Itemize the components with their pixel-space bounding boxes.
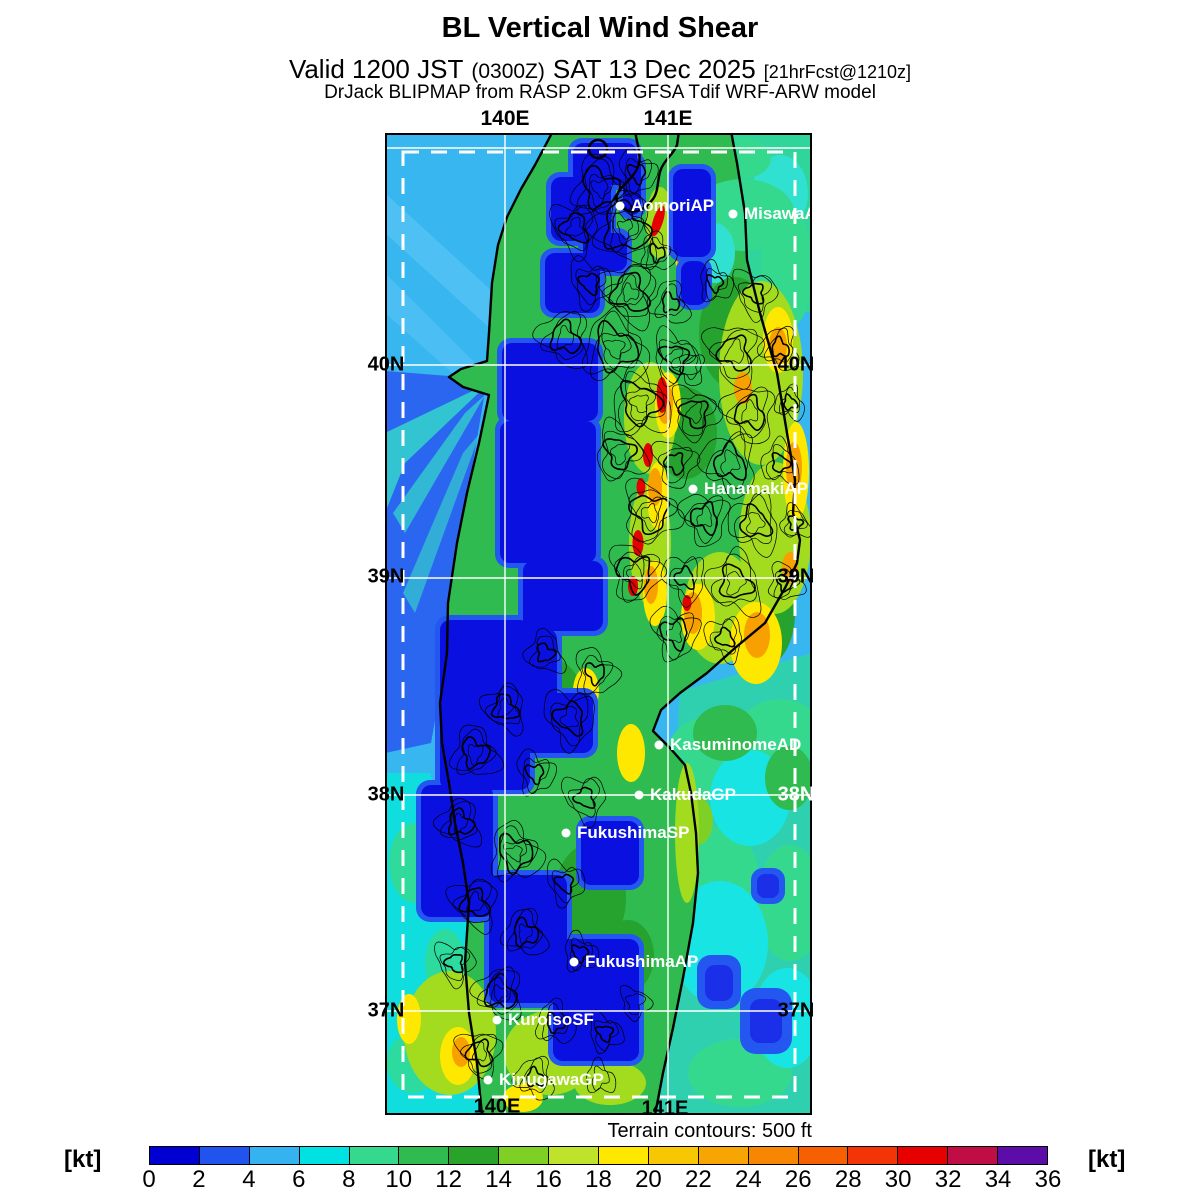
lat-label-left: 37N: [367, 999, 405, 1022]
mountain-low-shear-layer: [416, 138, 716, 1066]
station-label: MisawaAD: [744, 204, 810, 223]
colorbar-segment: [848, 1147, 899, 1164]
station-label: FukushimaAP: [585, 952, 699, 971]
colorbar-segment: [748, 1147, 799, 1164]
station-dot: [654, 740, 664, 750]
station-dot: [569, 957, 579, 967]
station-dot: [561, 828, 571, 838]
station-dot: [688, 484, 698, 494]
colorbar-tick: 8: [342, 1166, 356, 1193]
colorbar-segment: [399, 1147, 450, 1164]
colorbar-unit-left: [kt]: [64, 1146, 102, 1173]
colorbar-tick: 12: [435, 1166, 463, 1193]
lat-label-right: 38N: [777, 783, 815, 806]
lat-label-left: 38N: [367, 783, 405, 806]
wind-shear-colorbar: [149, 1146, 1048, 1165]
colorbar-tick: 32: [934, 1166, 962, 1193]
station-dot: [483, 1075, 493, 1085]
lat-label-right: 37N: [777, 999, 815, 1022]
lon-label-bottom: 141E: [641, 1097, 689, 1120]
colorbar-tick: 34: [984, 1166, 1012, 1193]
station-dot: [492, 1015, 502, 1025]
colorbar-tick: 2: [192, 1166, 206, 1193]
valid-time: Valid 1200 JST: [288, 54, 464, 84]
station-dot: [615, 201, 625, 211]
colorbar-segment: [449, 1147, 500, 1164]
colorbar-segment: [549, 1147, 600, 1164]
colorbar-tick: 0: [142, 1166, 156, 1193]
station-label: KakudaGP: [650, 785, 736, 804]
page-title: BL Vertical Wind Shear: [441, 12, 759, 44]
forecast-map: AomoriAP MisawaAD HanamakiAP KasuminomeAD Ka…: [385, 133, 812, 1115]
station-layer: AomoriAP MisawaAD HanamakiAP KasuminomeAD Ka…: [387, 135, 810, 1113]
colorbar-tick: 24: [734, 1166, 762, 1193]
colorbar-tick: 28: [834, 1166, 862, 1193]
colorbar-tick: 10: [385, 1166, 413, 1193]
lat-label-left: 40N: [367, 353, 405, 376]
model-domain-boundary: [401, 150, 797, 1099]
colorbar-segment: [150, 1147, 200, 1164]
colorbar-segment: [798, 1147, 849, 1164]
station-dot: [634, 790, 644, 800]
terrain-contours-note: Terrain contours: 500 ft: [607, 1120, 812, 1142]
lat-label-right: 39N: [777, 565, 815, 588]
colorbar-tick: 14: [485, 1166, 512, 1193]
lon-label-top: 140E: [480, 107, 530, 130]
station-label: FukushimaSP: [577, 823, 690, 842]
colorbar-tick: 6: [292, 1166, 306, 1193]
colorbar-tick: 26: [784, 1166, 812, 1193]
colorbar-segment: [648, 1147, 699, 1164]
colorbar-tick: 18: [585, 1166, 612, 1193]
colorbar-unit-right: [kt]: [1088, 1146, 1126, 1173]
valid-date: SAT 13 Dec 2025: [552, 54, 756, 84]
model-description: DrJack BLIPMAP from RASP 2.0km GFSA Tdif…: [324, 82, 876, 103]
colorbar-tick: 36: [1034, 1166, 1062, 1193]
colorbar-segment: [199, 1147, 250, 1164]
station-label: KinugawaGP: [499, 1070, 604, 1089]
lon-label-bottom: 140E: [473, 1095, 521, 1118]
colorbar-tick-labels: 0 2 4 6 8 10 12 14 16 18 20 22 24 26 28 30 32 34 36: [142, 1166, 1061, 1194]
colorbar-segment: [998, 1147, 1048, 1164]
colorbar-tick: 22: [685, 1166, 712, 1193]
lat-label-right: 40N: [777, 353, 815, 376]
terrain-contours: [432, 148, 810, 1101]
lon-label-top: 141E: [643, 107, 693, 130]
colorbar-tick: 30: [884, 1166, 912, 1193]
colorbar-segment: [948, 1147, 999, 1164]
station-dot: [728, 209, 738, 219]
station-label: HanamakiAP: [704, 479, 808, 498]
colorbar-segment: [299, 1147, 350, 1164]
forecast-tag: [21hrFcst@1210z]: [763, 62, 912, 82]
station-label: KuroisoSF: [508, 1010, 594, 1029]
valid-time-utc: (0300Z): [471, 60, 545, 83]
colorbar-tick: 20: [635, 1166, 662, 1193]
station-label: AomoriAP: [631, 196, 715, 215]
colorbar-segment: [499, 1147, 550, 1164]
colorbar-tick: 16: [535, 1166, 562, 1193]
colorbar-segment: [349, 1147, 400, 1164]
colorbar-segment: [599, 1147, 649, 1164]
colorbar-segment: [698, 1147, 749, 1164]
coastline: [438, 135, 802, 1113]
colorbar-segment: [249, 1147, 300, 1164]
colorbar-tick: 4: [242, 1166, 256, 1193]
colorbar-segment: [898, 1147, 949, 1164]
graticule: [387, 135, 810, 1113]
station-label: KasuminomeAD: [670, 735, 802, 754]
lat-label-left: 39N: [367, 565, 405, 588]
valid-time-line: Valid 1200 JST (0300Z) SAT 13 Dec 2025 [21h…: [0, 54, 1200, 85]
map-art: [387, 135, 810, 1113]
